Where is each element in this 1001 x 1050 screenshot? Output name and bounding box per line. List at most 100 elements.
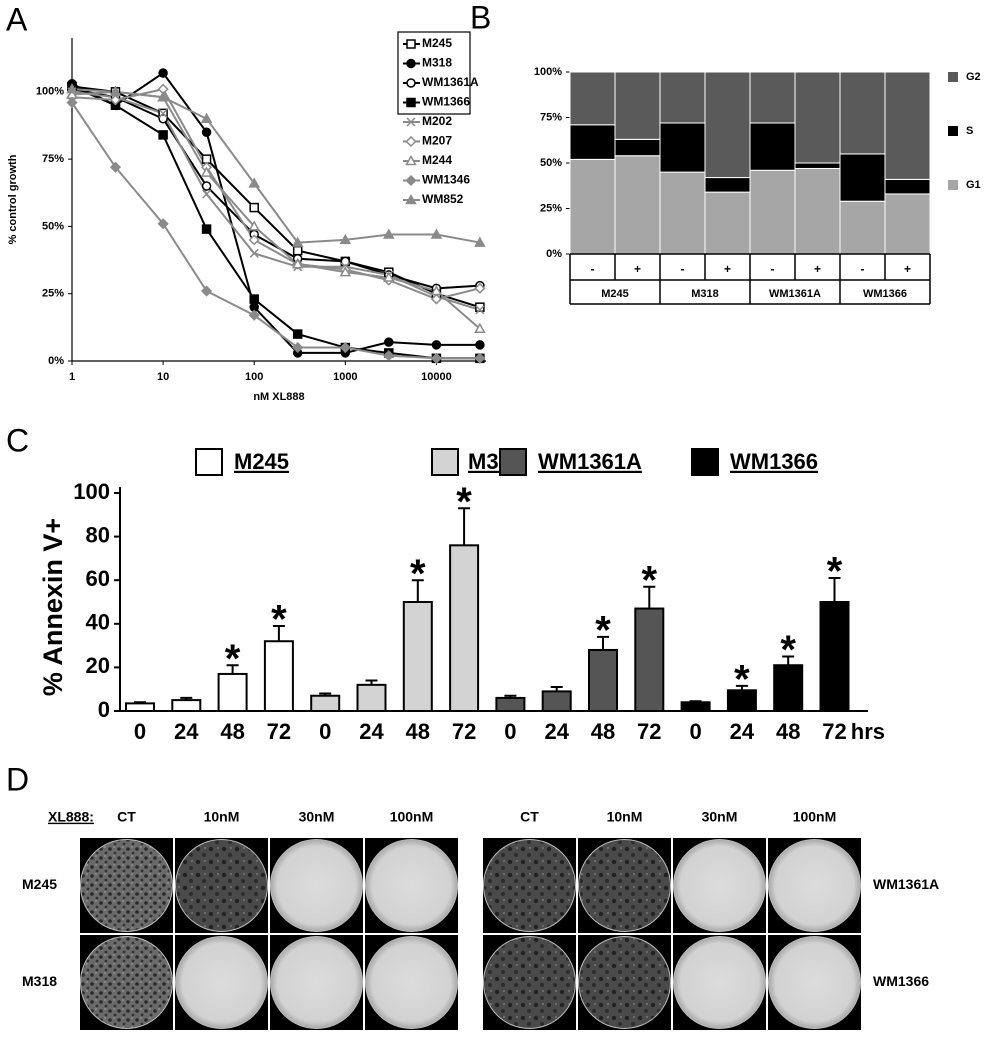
plate bbox=[483, 936, 576, 1029]
panel-label: C bbox=[6, 422, 29, 458]
significance: * bbox=[827, 550, 843, 594]
legend-label: M244 bbox=[422, 153, 452, 167]
marker bbox=[406, 39, 416, 49]
row-label: M318 bbox=[22, 973, 57, 989]
x-tick-label: 72 bbox=[637, 719, 661, 744]
group-label: WM1366 bbox=[863, 288, 907, 300]
bar-segment bbox=[794, 167, 841, 255]
panel-label: B bbox=[470, 0, 491, 35]
legend-label: WM1366 bbox=[422, 95, 470, 109]
bar bbox=[495, 696, 526, 712]
marker bbox=[383, 228, 395, 239]
bar-segment bbox=[884, 178, 931, 195]
marker bbox=[430, 284, 443, 296]
marker bbox=[474, 236, 486, 247]
legend-swatch bbox=[691, 448, 719, 476]
x-tick-label: - bbox=[591, 262, 595, 276]
bar-segment bbox=[704, 177, 751, 193]
marker bbox=[109, 94, 122, 106]
legend-swatch bbox=[195, 448, 223, 476]
bar-segment bbox=[614, 155, 661, 255]
panel-label: D bbox=[6, 761, 29, 797]
bar-segment bbox=[704, 71, 751, 179]
error-bar bbox=[411, 579, 424, 602]
marker bbox=[475, 302, 485, 312]
bar bbox=[588, 648, 618, 713]
marker bbox=[66, 97, 78, 109]
plate bbox=[673, 936, 766, 1029]
x-tick-label: 24 bbox=[359, 719, 384, 744]
series-line bbox=[71, 90, 481, 311]
marker bbox=[405, 154, 417, 166]
marker bbox=[202, 189, 212, 199]
x-tick-label: + bbox=[814, 262, 821, 276]
bar-segment bbox=[569, 71, 616, 126]
bar-segment bbox=[614, 138, 661, 157]
legend-label: WM1346 bbox=[422, 173, 470, 187]
plate bbox=[365, 936, 458, 1029]
x-tick-label: 10 bbox=[157, 371, 169, 383]
bar-segment bbox=[794, 71, 841, 164]
marker bbox=[249, 202, 259, 213]
marker bbox=[406, 97, 416, 108]
group-label: M318 bbox=[691, 288, 719, 300]
plate bbox=[768, 839, 861, 932]
significance: * bbox=[225, 637, 241, 681]
legend-label: M245 bbox=[422, 36, 452, 50]
bar bbox=[356, 683, 387, 713]
marker bbox=[249, 248, 259, 258]
bar bbox=[449, 544, 480, 712]
series-line bbox=[71, 85, 481, 309]
y-tick-label: 25% bbox=[42, 288, 64, 300]
bar bbox=[819, 601, 850, 712]
error-bar bbox=[272, 624, 285, 642]
marker bbox=[475, 340, 485, 350]
marker bbox=[339, 341, 351, 354]
bar bbox=[263, 640, 294, 712]
bar-segment bbox=[839, 153, 886, 202]
bar-segment bbox=[749, 122, 796, 171]
error-bar bbox=[782, 655, 795, 666]
significance: * bbox=[271, 598, 287, 642]
marker bbox=[249, 294, 259, 304]
marker bbox=[158, 108, 168, 118]
plate bbox=[365, 839, 458, 932]
marker bbox=[248, 234, 260, 246]
marker bbox=[430, 352, 442, 364]
x-tick-label: 1 bbox=[69, 371, 75, 383]
bar bbox=[310, 694, 341, 712]
marker bbox=[406, 58, 416, 69]
column-label: 30nM bbox=[299, 809, 335, 825]
y-tick-label: 0% bbox=[48, 355, 64, 367]
plate bbox=[270, 936, 363, 1029]
series-line bbox=[71, 88, 481, 244]
marker bbox=[475, 305, 485, 315]
plate bbox=[578, 936, 671, 1029]
marker bbox=[292, 329, 303, 339]
column-label: 100nM bbox=[793, 809, 837, 825]
legend-swatch bbox=[948, 126, 958, 136]
bar-segment bbox=[659, 171, 706, 255]
marker bbox=[339, 233, 352, 245]
significance: * bbox=[734, 657, 750, 701]
significance: * bbox=[410, 552, 426, 596]
legend-label: M207 bbox=[422, 134, 452, 148]
legend-label: M245 bbox=[234, 449, 289, 474]
marker bbox=[201, 285, 213, 297]
bar-segment bbox=[884, 71, 931, 180]
marker bbox=[158, 114, 168, 124]
marker bbox=[201, 127, 212, 137]
x-tick-label: 72 bbox=[452, 719, 476, 744]
column-label: CT bbox=[520, 809, 539, 825]
y-tick-label: 0% bbox=[546, 248, 562, 260]
significance: * bbox=[780, 628, 796, 672]
legend-label: M202 bbox=[422, 114, 452, 128]
marker bbox=[431, 340, 442, 350]
marker bbox=[66, 83, 78, 94]
column-label: CT bbox=[117, 809, 136, 825]
marker bbox=[200, 166, 213, 177]
marker bbox=[157, 91, 169, 102]
legend-label: WM1366 bbox=[730, 449, 818, 474]
x-tick-label: + bbox=[724, 262, 731, 276]
